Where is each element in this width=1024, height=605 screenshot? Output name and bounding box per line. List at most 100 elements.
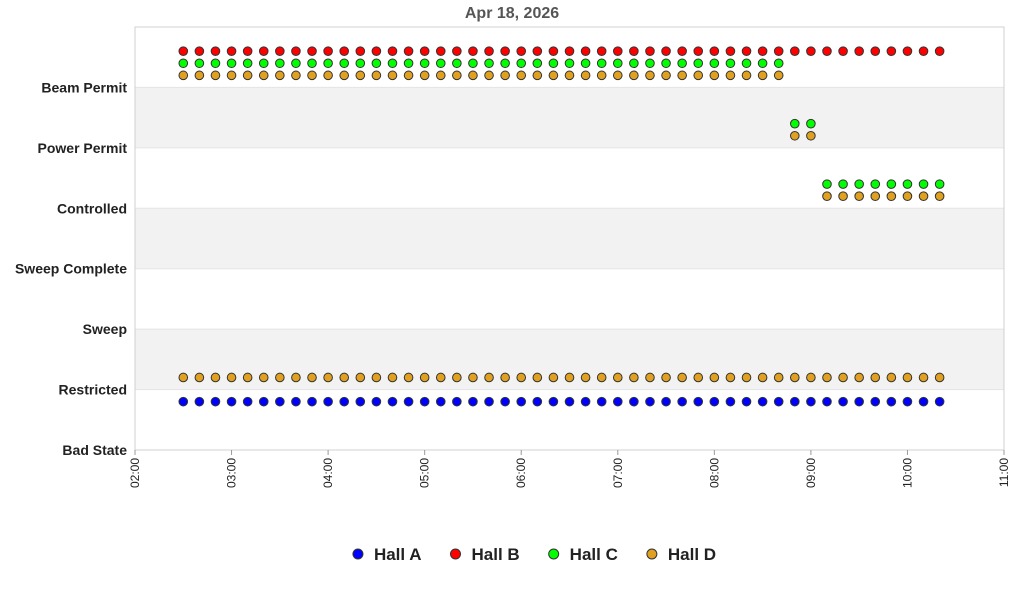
point [838, 372, 848, 383]
x-tick-label: 02:00 [128, 458, 142, 488]
point [741, 46, 752, 56]
point [242, 46, 253, 56]
point [741, 58, 752, 69]
point [822, 46, 832, 56]
point [580, 372, 591, 383]
point [210, 372, 221, 383]
point [661, 372, 671, 383]
y-tick-label: Beam Permit [41, 79, 127, 95]
y-tick-label: Sweep [83, 321, 127, 337]
point [629, 70, 639, 81]
x-tick-label: 06:00 [514, 458, 528, 488]
point [677, 396, 687, 407]
point [806, 372, 816, 383]
point [194, 372, 205, 383]
point [452, 70, 462, 81]
point [693, 58, 704, 69]
point [516, 58, 527, 69]
y-tick-label: Controlled [57, 200, 127, 216]
point [242, 70, 253, 81]
y-tick-label: Power Permit [38, 140, 128, 156]
point [661, 46, 671, 56]
legend-marker [646, 548, 658, 560]
point [757, 70, 768, 81]
point [854, 372, 864, 383]
point [870, 179, 881, 189]
legend-marker [449, 548, 461, 560]
point [709, 396, 720, 407]
point [806, 396, 816, 407]
point [468, 372, 478, 383]
point [178, 46, 189, 56]
point [275, 58, 285, 69]
point [403, 58, 414, 69]
point [564, 396, 575, 407]
point [725, 396, 736, 407]
point [194, 396, 205, 407]
point [596, 396, 607, 407]
point [548, 372, 559, 383]
point [693, 396, 704, 407]
y-tick-label: Bad State [62, 442, 127, 458]
point [773, 372, 784, 383]
point [725, 46, 736, 56]
point [226, 70, 237, 81]
point [564, 70, 575, 81]
point [484, 70, 494, 81]
point [355, 70, 366, 81]
point [645, 58, 655, 69]
point [500, 372, 510, 383]
point [564, 46, 575, 56]
point [709, 70, 720, 81]
point [757, 58, 768, 69]
point [403, 70, 414, 81]
point [918, 191, 929, 201]
point [242, 58, 253, 69]
point [291, 46, 301, 56]
point [435, 70, 446, 81]
point [934, 372, 945, 383]
point [789, 46, 800, 56]
point [435, 396, 446, 407]
point [612, 372, 623, 383]
point [902, 396, 913, 407]
x-tick-label: 08:00 [707, 458, 721, 488]
point [709, 372, 720, 383]
point [629, 58, 639, 69]
point [435, 372, 446, 383]
point [645, 396, 655, 407]
point [918, 372, 929, 383]
point [403, 396, 414, 407]
point [307, 58, 317, 69]
point [677, 70, 687, 81]
point [548, 396, 559, 407]
point [870, 46, 881, 56]
legend-marker [548, 548, 560, 560]
point [934, 396, 945, 407]
point [452, 46, 462, 56]
point [902, 372, 913, 383]
point [564, 58, 575, 69]
point [773, 46, 784, 56]
point [629, 372, 639, 383]
point [323, 46, 333, 56]
point [419, 70, 430, 81]
legend-label: Hall A [374, 545, 422, 564]
point [741, 70, 752, 81]
point [468, 70, 478, 81]
x-tick-label: 10:00 [900, 458, 914, 488]
point [838, 179, 848, 189]
legend-label: Hall D [668, 545, 716, 564]
point [822, 191, 832, 201]
legend: Hall A Hall B Hall C Hall D [352, 545, 716, 564]
point [886, 191, 897, 201]
point [854, 396, 864, 407]
point [452, 58, 462, 69]
point [806, 46, 816, 56]
point [468, 46, 478, 56]
point [258, 70, 269, 81]
point [677, 46, 687, 56]
point [210, 58, 221, 69]
point [757, 46, 768, 56]
point [258, 58, 269, 69]
